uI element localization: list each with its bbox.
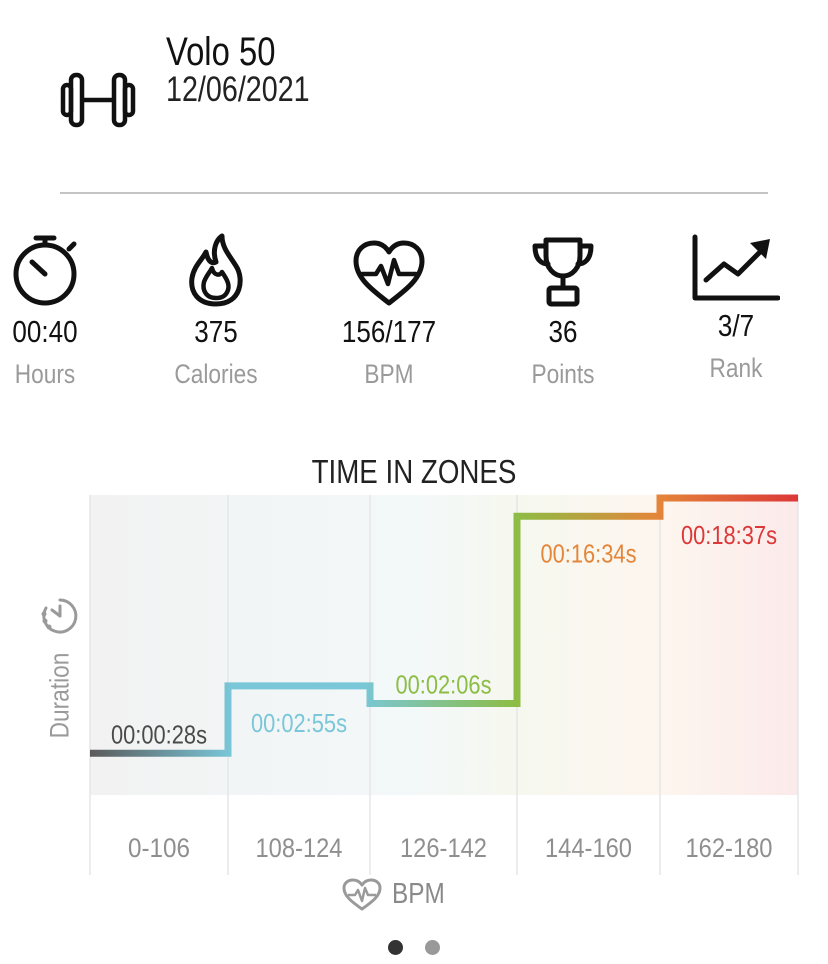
stat-value: 3/7 [717,308,755,343]
page-dot-2[interactable] [425,940,440,955]
flame-icon [189,233,243,307]
stat-rank: 3/7 Rank [656,228,816,384]
clock-icon [41,598,78,634]
zone-duration-label: 00:02:55s [251,708,347,738]
stat-value: 375 [194,314,238,349]
stat-label: Points [531,359,595,389]
stat-duration: 00:40 Hours [0,228,125,390]
zone-duration-label: 00:02:06s [396,669,492,699]
x-tick-label: 108-124 [256,833,343,863]
stat-value: 00:40 [12,314,78,349]
zone-duration-label: 00:16:34s [541,538,637,568]
x-axis-legend [342,878,386,914]
y-axis: Duration [36,596,86,746]
activity-date: 12/06/2021 [166,70,310,109]
stat-bpm: 156/177 BPM [309,228,469,390]
time-in-zones-chart: 00:00:28s 00:02:55s 00:02:06s 00:16:34s 00:1… [89,494,799,875]
activity-icon [60,70,136,130]
x-tick-label: 0-106 [128,833,190,863]
stat-label: BPM [364,359,414,389]
chart-title: TIME IN ZONES [311,453,517,490]
dumbbell-icon [60,72,136,128]
x-axis-label: BPM [392,878,445,910]
step-series-line [90,494,798,757]
stat-label: Rank [709,353,763,383]
stat-value: 156/177 [341,314,437,349]
heart-pulse-icon [353,240,425,306]
x-tick-label: 126-142 [400,833,487,863]
page-indicator[interactable] [388,940,448,956]
x-tick-label: 144-160 [545,833,632,863]
trophy-icon [532,237,594,307]
stat-points: 36 Points [483,228,643,390]
heart-pulse-icon [342,878,382,911]
stopwatch-icon [13,235,77,306]
activity-title: Volo 50 [166,30,276,74]
zone-duration-label: 00:18:37s [681,520,777,550]
stat-label: Calories [174,359,258,389]
header-divider [60,192,768,194]
plot-area [90,495,798,795]
y-axis-label: Duration [44,652,75,739]
stats-carousel[interactable]: 00:40 Hours 375 Calories 156/177 BPM [0,228,828,398]
stat-value: 36 [548,314,578,349]
trend-chart-icon [692,234,780,301]
zone-duration-label: 00:00:28s [111,719,207,749]
x-tick-label: 162-180 [686,833,773,863]
page-dot-1[interactable] [388,940,403,955]
stat-label: Hours [14,359,76,389]
stat-calories: 375 Calories [136,228,296,390]
